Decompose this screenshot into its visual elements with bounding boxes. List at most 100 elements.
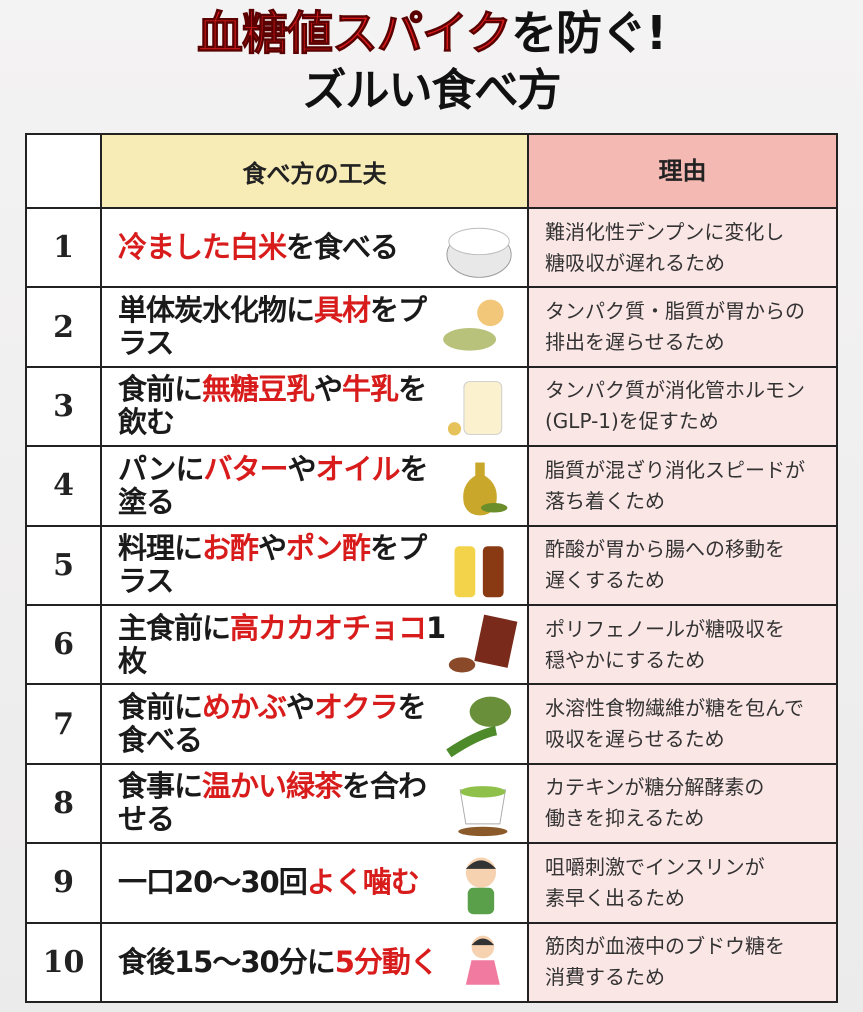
method-part: よく噛む — [306, 865, 420, 900]
method-cell: 主食前に高カカオチョコ1枚 — [102, 605, 529, 684]
table: 食べ方の工夫 理由 1 冷ました白米を食べる 難消化性デンプンに変化し 糖吸収が遅れる… — [25, 133, 838, 1003]
method-text: 食前に無糖豆乳や牛乳を飲む — [118, 373, 448, 439]
method-part: 食前に — [118, 690, 203, 725]
method-part: 具材 — [314, 293, 371, 328]
reason-line: タンパク質が消化管ホルモン — [545, 378, 805, 403]
method-part: や — [287, 451, 316, 486]
reason-cell: カテキンが糖分解酵素の 働きを抑えるため — [529, 764, 836, 843]
reason-line: 落ち着くため — [545, 488, 665, 513]
method-cell: 食後15～30分に5分動く — [102, 923, 529, 1001]
method-cell: 単体炭水化物に具材をプラス — [102, 288, 529, 366]
reason-line: 遅くするため — [545, 568, 665, 593]
row-number: 3 — [27, 367, 102, 446]
method-part: オイル — [315, 451, 400, 486]
row-number: 2 — [27, 288, 102, 366]
reason-line: (GLP-1)を促すため — [545, 409, 719, 434]
method-part: オクラ — [314, 690, 398, 725]
food-icon — [465, 857, 497, 915]
method-part: を飲む — [118, 372, 427, 440]
food-icon — [463, 462, 508, 516]
reason-cell: 筋肉が血液中のブドウ糖を 消費するため — [529, 923, 836, 1001]
row-number: 6 — [27, 605, 102, 684]
method-text: パンにバターやオイルを塗る — [118, 451, 448, 519]
method-cell: 一口20～30回よく噛む — [102, 844, 529, 922]
title-line: ズルい食べ方 — [302, 65, 562, 116]
method-part: 料理に — [118, 531, 203, 566]
header-cell: 理由 — [529, 135, 836, 207]
reason-line: 素早く出るため — [545, 885, 685, 910]
title-line: 血糖値スパイクを防ぐ! — [0, 4, 863, 62]
reason-cell: タンパク質が消化管ホルモン (GLP-1)を促すため — [529, 367, 836, 446]
method-part: や — [258, 531, 287, 566]
reason-line: 酢酸が胃から腸への移動を — [545, 537, 785, 562]
method-part: 主食前に — [118, 610, 231, 645]
method-text: 冷ました白米を食べる — [118, 231, 448, 264]
reason-cell: ポリフェノールが糖吸収を 穏やかにするため — [529, 605, 836, 684]
method-part: 無糖豆乳 — [202, 372, 315, 407]
table-row: 10 食後15～30分に5分動く 筋肉が血液中のブドウ糖を 消費するため — [27, 921, 836, 1001]
method-part: めかぶ — [202, 690, 287, 725]
table-row: 3 食前に無糖豆乳や牛乳を飲む タンパク質が消化管ホルモン (GLP-1)を促すため — [27, 365, 836, 446]
reason-line: 排出を遅らせるため — [545, 330, 725, 355]
method-part: バター — [203, 451, 288, 486]
reason-line: ポリフェノールが糖吸収を — [545, 616, 785, 641]
method-part: をプラス — [118, 293, 427, 361]
method-part: を合わせる — [118, 769, 427, 837]
method-part: 牛乳 — [342, 372, 399, 407]
method-part: 食前に — [118, 372, 203, 407]
reason-line: 穏やかにするため — [545, 647, 706, 672]
food-icon — [446, 227, 512, 278]
table-row: 8 食事に温かい緑茶を合わせる カテキンが糖分解酵素の 働きを抑えるため — [27, 762, 836, 843]
method-part: お酢 — [202, 531, 259, 566]
reason-cell: 難消化性デンプンに変化し 糖吸収が遅れるため — [529, 209, 836, 287]
method-part: や — [314, 372, 343, 407]
food-icon — [448, 614, 518, 673]
title-part: 血糖値スパイク — [196, 6, 512, 61]
table-row: 1 冷ました白米を食べる 難消化性デンプンに変化し 糖吸収が遅れるため — [27, 207, 836, 287]
table-row: 6 主食前に高カカオチョコ1枚 ポリフェノールが糖吸収を 穏やかにするため — [27, 603, 836, 684]
method-part: 1枚 — [118, 610, 446, 678]
food-icon — [458, 785, 508, 836]
reason-line: 難消化性デンプンに変化し — [545, 219, 785, 244]
reason-line: 働きを抑えるため — [545, 806, 705, 831]
row-number: 8 — [27, 764, 102, 843]
reason-cell: 咀嚼刺激でインスリンが 素早く出るため — [529, 844, 836, 922]
method-text: 食前にめかぶやオクラを食べる — [118, 691, 448, 757]
method-cell: 料理にお酢やポン酢をプラス — [102, 526, 529, 604]
row-number: 9 — [27, 844, 102, 922]
reason-line: 咀嚼刺激でインスリンが — [545, 854, 765, 879]
reason-cell: 脂質が混ざり消化スピードが 落ち着くため — [529, 447, 836, 525]
reason-cell: 水溶性食物繊維が糖を包んで 吸収を遅らせるため — [529, 685, 836, 763]
reason-line: 水溶性食物繊維が糖を包んで — [545, 696, 804, 721]
method-part: をプラス — [118, 531, 427, 599]
method-part: 高カカオチョコ — [230, 610, 427, 645]
reason-line: カテキンが糖分解酵素の — [545, 775, 765, 800]
row-number: 1 — [27, 209, 102, 287]
method-part: ポン酢 — [286, 531, 371, 566]
reason-line: 消費するため — [545, 965, 665, 990]
food-icon — [443, 300, 504, 352]
method-text: 料理にお酢やポン酢をプラス — [118, 532, 448, 598]
table-row: 7 食前にめかぶやオクラを食べる 水溶性食物繊維が糖を包んで 吸収を遅らせるため — [27, 683, 836, 763]
row-number: 7 — [27, 685, 102, 763]
reason-cell: 酢酸が胃から腸への移動を 遅くするため — [529, 526, 836, 604]
method-part: を食べる — [286, 230, 399, 265]
method-cell: 食事に温かい緑茶を合わせる — [102, 764, 529, 843]
food-icon — [454, 545, 504, 597]
reason-line: 筋肉が血液中のブドウ糖を — [545, 934, 785, 959]
method-part: や — [286, 690, 315, 725]
method-part: を食べる — [118, 690, 426, 758]
row-number: 4 — [27, 447, 102, 525]
title-part: を防ぐ! — [511, 6, 667, 60]
method-part: 温かい緑茶 — [202, 769, 343, 804]
table-row: 5 料理にお酢やポン酢をプラス 酢酸が胃から腸への移動を 遅くするため — [27, 524, 836, 604]
reason-line: 糖吸収が遅れるため — [545, 250, 725, 275]
method-part: 一口20～30回 — [118, 865, 308, 900]
food-icon — [447, 380, 503, 436]
title: 血糖値スパイクを防ぐ! ズルい食べ方 — [0, 4, 863, 120]
food-icon — [465, 935, 500, 985]
method-text: 主食前に高カカオチョコ1枚 — [118, 610, 448, 678]
method-cell: 食前に無糖豆乳や牛乳を飲む — [102, 367, 529, 446]
method-part: 冷ました白米 — [118, 230, 287, 265]
